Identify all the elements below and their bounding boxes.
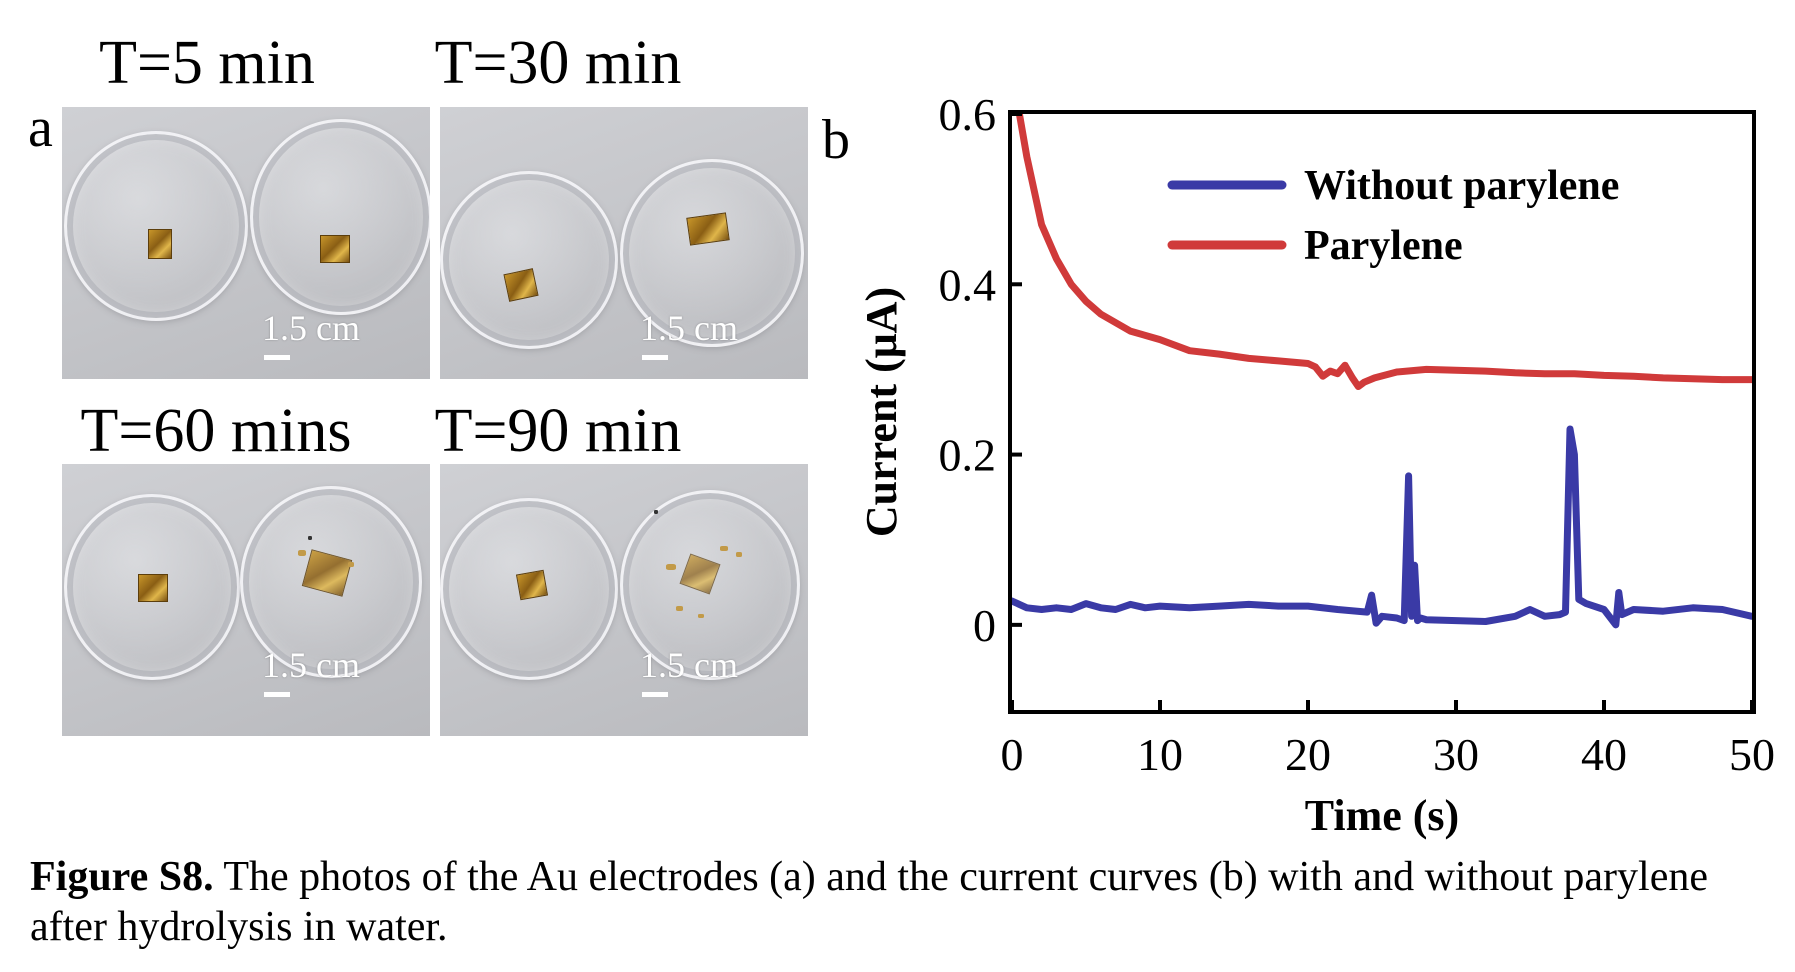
scale-bar	[642, 692, 668, 697]
photo-title-60mins: T=60 mins	[80, 397, 352, 465]
scale-label: 1.5 cm	[640, 308, 738, 348]
scale-label: 1.5 cm	[640, 645, 738, 685]
plot-frame	[1008, 110, 1756, 714]
photo-30min: 1.5 cm	[440, 107, 808, 379]
y-tick-label: 0.6	[939, 89, 997, 140]
x-axis-label: Time (s)	[1305, 791, 1459, 840]
scale-bar	[264, 355, 290, 360]
series-line-parylene	[1015, 114, 1752, 390]
y-tick-label: 0	[973, 600, 996, 651]
figure-caption: Figure S8. The photos of the Au electrod…	[30, 852, 1790, 952]
y-tick-label: 0.2	[939, 430, 997, 481]
x-tick-label: 50	[1729, 729, 1775, 780]
series-line-without-parylene	[1012, 425, 1752, 629]
au-electrode-sample	[320, 235, 350, 263]
scale-label: 1.5 cm	[262, 308, 360, 348]
x-tick-label: 20	[1285, 729, 1331, 780]
petri-dish-right	[240, 486, 422, 678]
debris-flake	[308, 536, 312, 540]
photo-60mins: 1.5 cm	[62, 464, 430, 736]
photo-title-30min: T=30 min	[434, 29, 682, 97]
debris-flake	[736, 552, 742, 557]
x-tick-label: 30	[1433, 729, 1479, 780]
photo-title-5min: T=5 min	[99, 29, 315, 97]
panel-b-letter: b	[822, 109, 850, 171]
legend-label: Parylene	[1304, 223, 1463, 269]
legend-label: Without parylene	[1304, 163, 1619, 209]
debris-flake	[348, 562, 354, 567]
scale-bar	[642, 355, 668, 360]
debris-flake	[676, 606, 683, 611]
debris-flake	[666, 564, 676, 570]
x-tick-label: 40	[1581, 729, 1627, 780]
scale-bar	[264, 692, 290, 697]
au-electrode-sample	[148, 229, 172, 259]
au-electrode-sample	[138, 574, 168, 602]
debris-flake	[298, 550, 306, 556]
petri-dish-right	[250, 119, 430, 315]
x-tick-label: 10	[1137, 729, 1183, 780]
petri-dish-left	[64, 131, 248, 321]
y-axis-label: Current (μA)	[857, 287, 906, 537]
debris-flake	[698, 614, 704, 618]
photo-title-90min: T=90 min	[434, 397, 682, 465]
photo-5min: 1.5 cm	[62, 107, 430, 379]
caption-label: Figure S8.	[30, 854, 214, 900]
current-time-chart: 0 10 20 30 40 50 0 0.2 0.4 0.6 Current (μA) Time …	[857, 89, 1775, 840]
caption-text: The photos of the Au electrodes (a) and …	[30, 854, 1708, 950]
petri-dish-left	[440, 171, 618, 349]
debris-flake	[720, 546, 728, 551]
scale-label: 1.5 cm	[262, 645, 360, 685]
debris-flake	[654, 510, 658, 514]
petri-dish-right	[620, 159, 804, 347]
y-tick-label: 0.4	[939, 259, 997, 310]
panel-a-letter: a	[28, 97, 53, 159]
photo-90min: 1.5 cm	[440, 464, 808, 736]
x-tick-label: 0	[1001, 729, 1024, 780]
